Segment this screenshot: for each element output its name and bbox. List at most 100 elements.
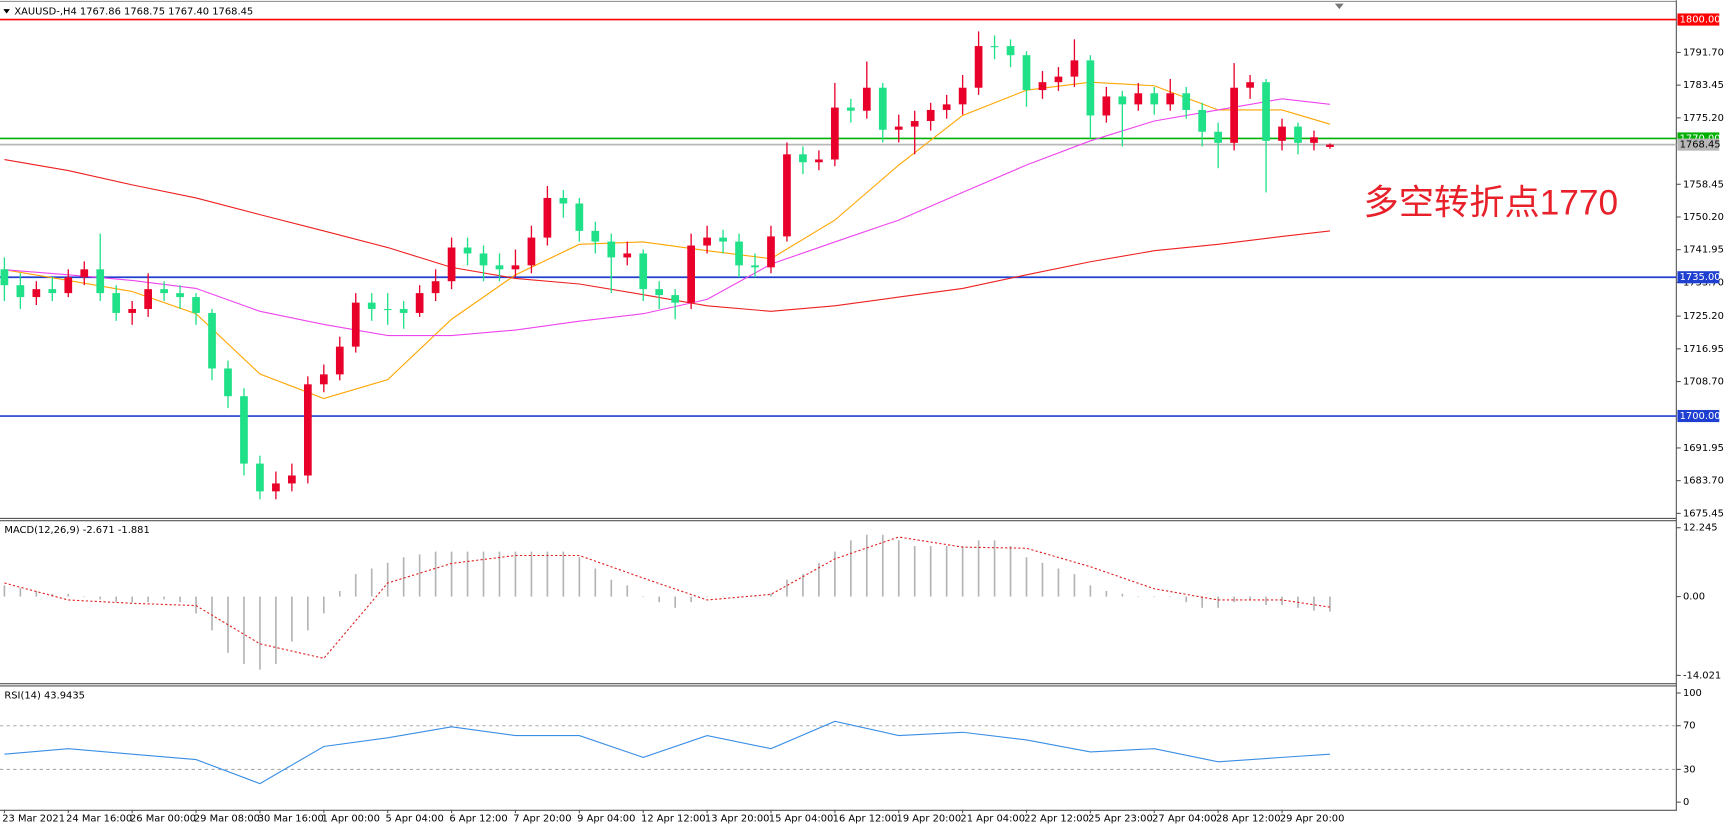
candle-body [240, 396, 248, 464]
macd-bar [961, 545, 964, 597]
level-tag-label: 1700.00 [1680, 411, 1721, 422]
x-tick-label: 29 Mar 08:00 [194, 814, 260, 825]
macd-bar [1057, 568, 1060, 597]
macd-bar [642, 596, 645, 598]
y-tick-label: 1725.20 [1683, 311, 1724, 322]
candle-body [80, 269, 89, 278]
candle-body [1182, 93, 1191, 110]
candle-body [208, 312, 216, 369]
candle-body [224, 368, 232, 397]
macd-bar [418, 554, 421, 597]
candle-body [1214, 131, 1223, 143]
x-tick-label: 19 Apr 20:00 [897, 814, 962, 825]
y-tick-label: 12.245 [1683, 523, 1718, 534]
x-tick-label: 16 Apr 12:00 [833, 814, 898, 825]
macd-bar [19, 588, 22, 597]
rsi-line [4, 720, 1330, 785]
candle-body [942, 104, 951, 110]
x-tick-label: 6 Apr 12:00 [449, 814, 507, 825]
candle-body [671, 295, 680, 303]
candle-body [767, 236, 775, 268]
signal-line [4, 536, 1331, 659]
y-tick-label: 1691.95 [1683, 443, 1724, 454]
macd-bar [818, 562, 820, 597]
y-tick-label: 1683.70 [1683, 476, 1724, 487]
candle-body [958, 87, 967, 105]
candle-body [160, 289, 168, 294]
candle-body [655, 289, 664, 296]
candle-body [751, 265, 759, 268]
macd-bar [386, 562, 389, 597]
candle-body [591, 230, 600, 242]
macd-bar [546, 551, 549, 597]
level-tag-label: 1800.00 [1680, 15, 1721, 26]
macd-bar [1217, 596, 1219, 608]
level-tag [1677, 409, 1720, 423]
macd-bar [1329, 596, 1331, 612]
macd-bar [881, 534, 884, 597]
macd-bar [35, 590, 38, 597]
candle-body [623, 253, 632, 258]
macd-bar [786, 579, 788, 597]
macd-bar [977, 540, 980, 597]
candle-body [1150, 93, 1159, 105]
macd-bar [3, 585, 6, 597]
candle-body [862, 87, 871, 111]
x-tick-label: 1 Apr 00:00 [322, 814, 380, 825]
candle-body [1294, 126, 1302, 143]
macd-bar [322, 596, 325, 614]
candle-body [1230, 87, 1238, 143]
candle-body [974, 46, 983, 88]
panel-frames [0, 0, 1677, 811]
candle-body [1326, 144, 1334, 147]
x-tick-label: 26 Mar 00:00 [130, 814, 196, 825]
candle-body [990, 46, 999, 48]
macd-bar [147, 596, 149, 603]
candle-body [463, 247, 472, 254]
level-tag [1677, 271, 1720, 284]
macd-bar [754, 596, 756, 598]
macd-bar [1121, 593, 1124, 597]
candle-body [1278, 126, 1286, 141]
macd-bar [450, 551, 453, 597]
macd-bar [83, 596, 86, 598]
macd-bar [354, 574, 357, 597]
candle-body [1102, 96, 1111, 116]
macd-bar [307, 596, 309, 631]
candle-body [1166, 93, 1175, 105]
candle-body [367, 302, 376, 309]
candle-body [559, 197, 568, 204]
macd-bar [1153, 596, 1156, 598]
x-tick-label: 29 Apr 20:00 [1280, 814, 1345, 825]
macd-bar [402, 557, 405, 597]
candle-body [926, 109, 935, 122]
dropdown-icon[interactable] [3, 9, 10, 14]
macd-bar [562, 551, 565, 597]
macd-bar [1169, 596, 1172, 598]
level-tag [1677, 13, 1720, 26]
macd-bar [945, 545, 948, 597]
macd-bar [578, 557, 581, 597]
macd-bar [530, 551, 533, 597]
candle-body [112, 293, 121, 313]
candle-body [192, 297, 200, 313]
candle-body [703, 237, 711, 246]
x-tick-label: 22 Apr 12:00 [1024, 814, 1089, 825]
y-tick-label: 1783.45 [1683, 80, 1724, 91]
y-tick-label: -14.021 [1683, 670, 1721, 681]
y-tick-label: 0.00 [1683, 592, 1705, 603]
x-tick-label: 25 Apr 23:00 [1088, 814, 1153, 825]
candle-body [447, 247, 456, 282]
y-tick-label: 1750.20 [1683, 212, 1724, 223]
macd-bar [1313, 596, 1315, 611]
candle-body [511, 265, 520, 270]
macd-header: MACD(12,26,9) -2.671 -1.881 [4, 525, 149, 536]
moving-average [4, 81, 1331, 400]
macd-bar [243, 596, 245, 665]
candle-body [415, 293, 424, 313]
macd-bar [195, 596, 197, 614]
macd-bar [434, 551, 437, 597]
candle-body [495, 265, 504, 270]
candle-body [831, 107, 839, 160]
